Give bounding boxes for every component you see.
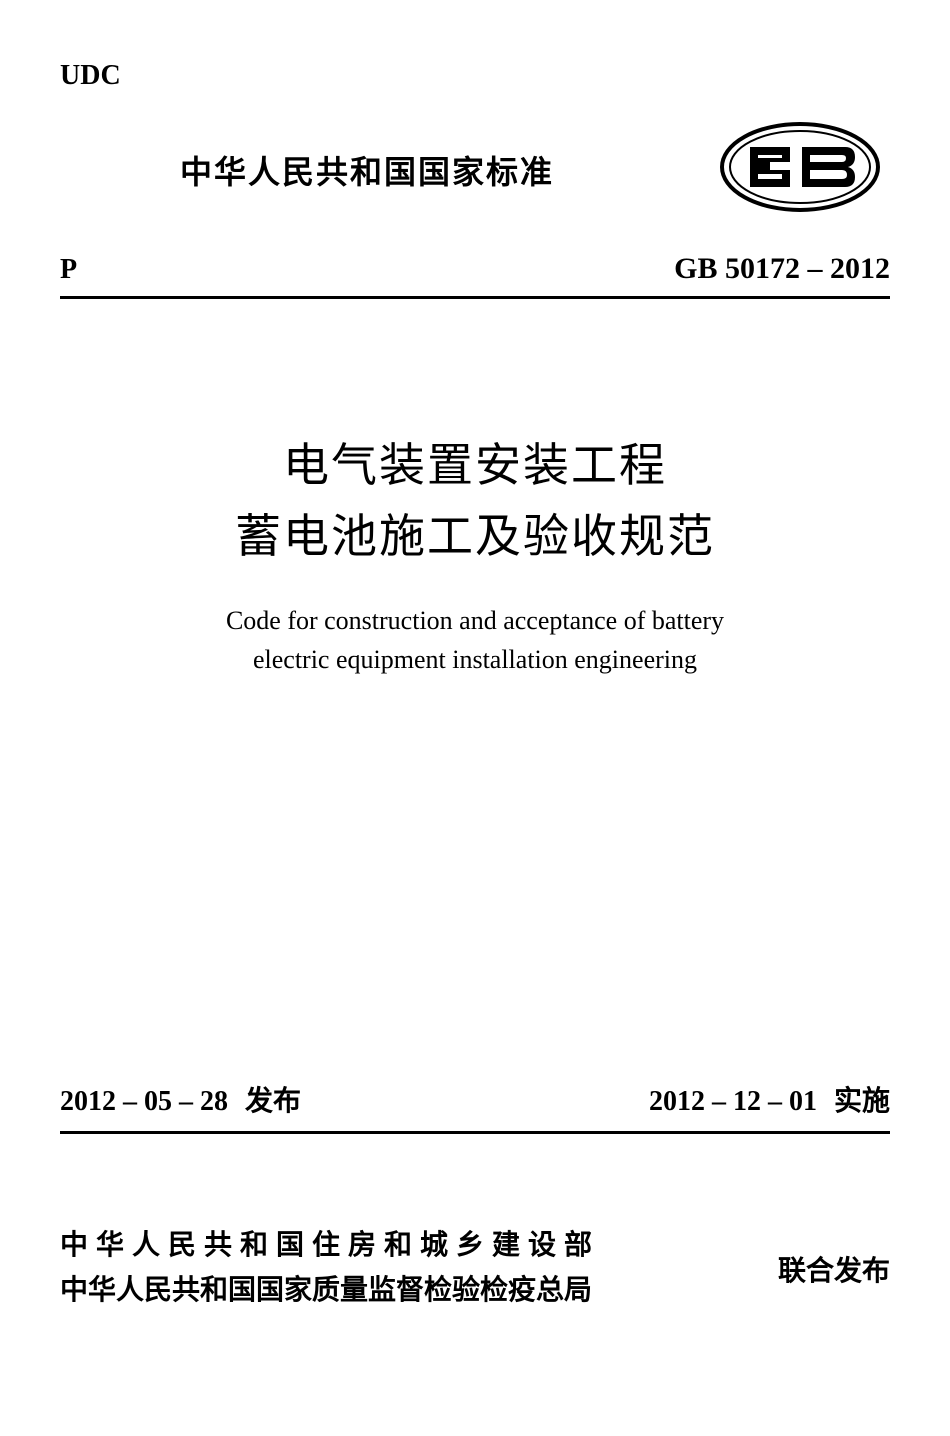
effective-date-block: 2012 – 12 – 01 实施 (649, 1079, 890, 1119)
issuer-line2: 中华人民共和国国家质量监督检验检疫总局 (60, 1269, 600, 1314)
header-row: 中华人民共和国国家标准 (60, 122, 890, 217)
top-rule (60, 296, 890, 299)
issue-date: 2012 – 05 – 28 (60, 1086, 228, 1117)
effective-date: 2012 – 12 – 01 (649, 1086, 817, 1117)
title-english-line2: electric equipment installation engineer… (60, 640, 890, 679)
national-standard-heading: 中华人民共和国国家标准 (180, 147, 554, 193)
classification-p: P (60, 254, 77, 286)
udc-label: UDC (60, 60, 890, 92)
issuer-line1: 中华人民共和国住房和城乡建设部 (60, 1224, 600, 1269)
title-section: 电气装置安装工程 蓄电池施工及验收规范 Code for constructio… (60, 429, 890, 679)
issuing-authorities: 中华人民共和国住房和城乡建设部 中华人民共和国国家质量监督检验检疫总局 (60, 1224, 600, 1314)
classification-row: P GB 50172 – 2012 (60, 252, 890, 286)
gb-logo-icon (720, 122, 880, 217)
gb-code-number: GB 50172 – 2012 (674, 252, 890, 286)
footer-section: 中华人民共和国住房和城乡建设部 中华人民共和国国家质量监督检验检疫总局 联合发布 (60, 1224, 890, 1314)
date-row: 2012 – 05 – 28 发布 2012 – 12 – 01 实施 (60, 1079, 890, 1119)
bottom-rule (60, 1131, 890, 1134)
issue-date-block: 2012 – 05 – 28 发布 (60, 1079, 301, 1119)
joint-issue-label: 联合发布 (778, 1249, 890, 1289)
effective-label: 实施 (834, 1086, 890, 1117)
title-english: Code for construction and acceptance of … (60, 601, 890, 679)
title-chinese-line1: 电气装置安装工程 (60, 429, 890, 495)
title-chinese-line2: 蓄电池施工及验收规范 (60, 500, 890, 566)
issue-label: 发布 (245, 1086, 301, 1117)
title-english-line1: Code for construction and acceptance of … (60, 601, 890, 640)
